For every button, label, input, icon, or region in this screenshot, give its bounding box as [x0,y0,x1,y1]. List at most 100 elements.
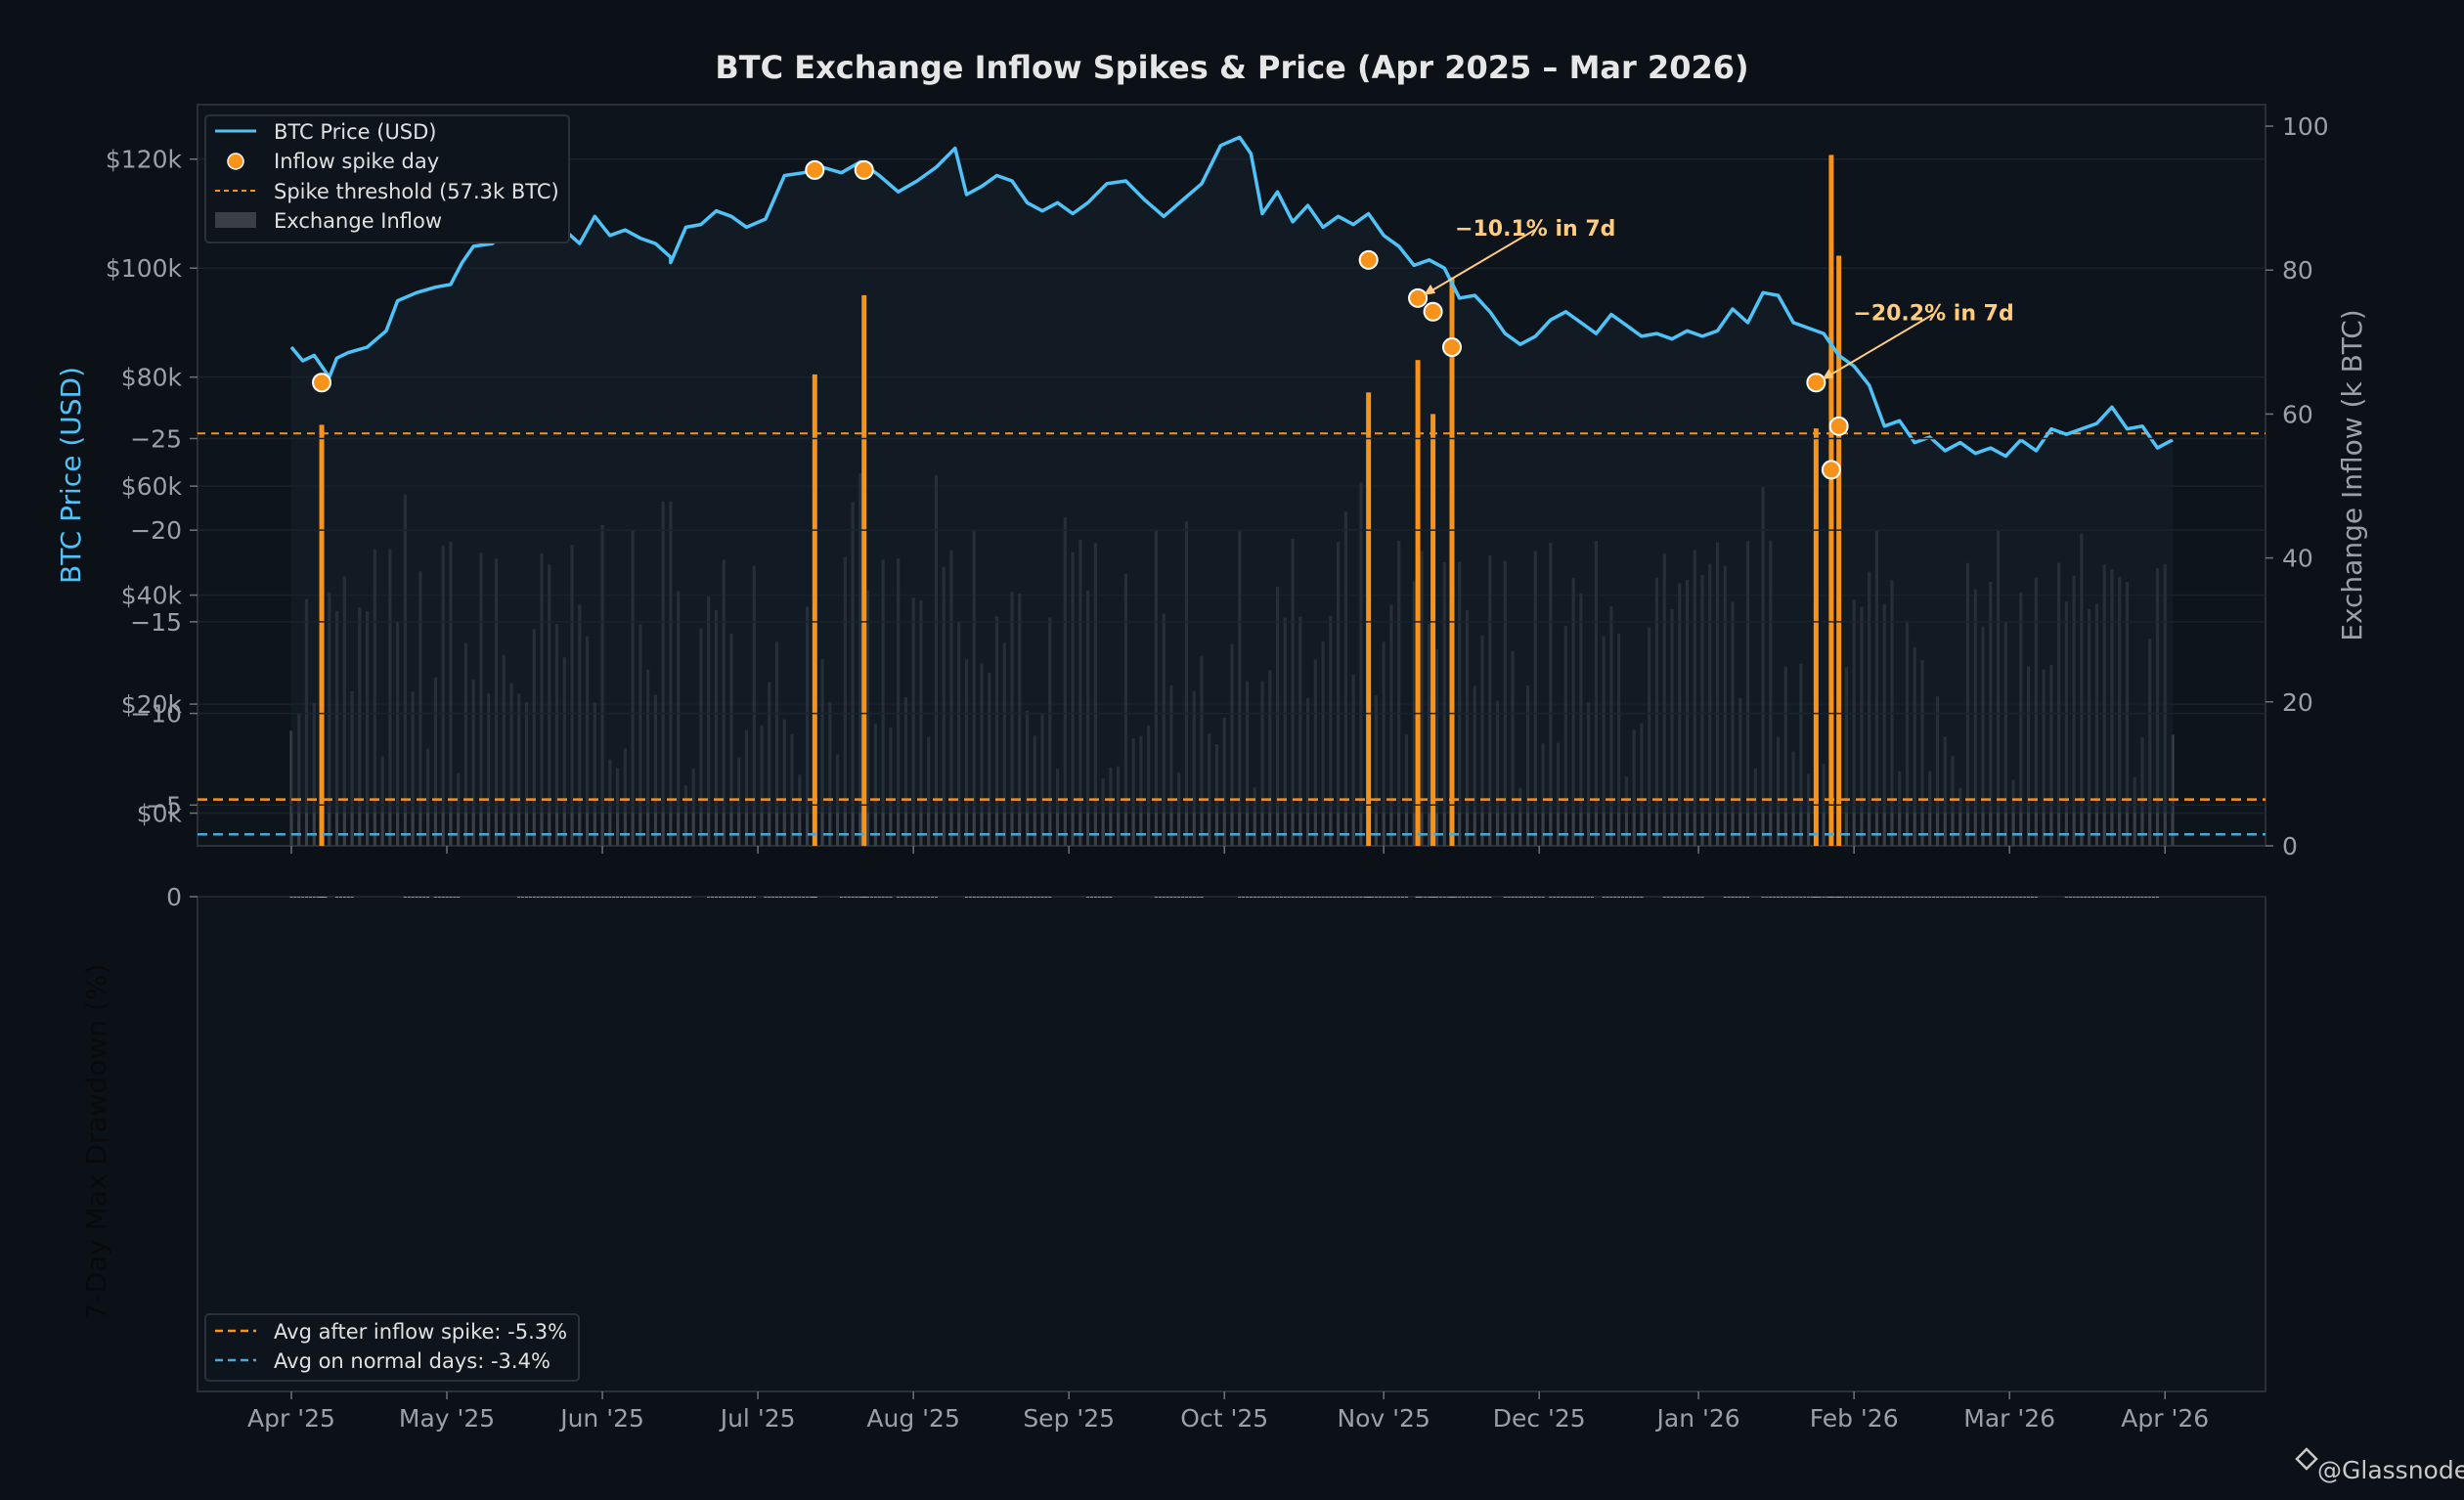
drawdown-bar [623,897,627,898]
drawdown-bar [809,897,814,898]
drawdown-bar [558,897,563,898]
drawdown-bar [457,897,461,898]
drawdown-bar [1347,897,1351,898]
drawdown-bar [1238,897,1242,898]
legend-avg-normal-label: Avg on normal days: -3.4% [274,1349,550,1373]
drawdown-bar [1996,897,2001,898]
annotation-label: −10.1% in 7d [1455,217,1615,242]
drawdown-bar [1386,897,1389,898]
drawdown-bar [1029,897,1034,898]
drawdown-bar [964,897,969,898]
drawdown-bar [1670,897,1674,898]
drawdown-bar [707,897,711,898]
drawdown-bar [1428,897,1431,898]
drawdown-bar [1613,897,1617,898]
drawdown-bar [1169,897,1173,898]
drawdown-bar [1242,897,1246,898]
drawdown-bar [2030,897,2035,898]
drawdown-bar [1833,897,1837,898]
spike-marker [1828,416,1849,436]
drawdown-bar [1882,897,1886,898]
drawdown-bar [1321,897,1325,898]
drawdown-bar [710,897,715,898]
drawdown-bar [585,897,590,898]
drawdown-bar [1305,897,1310,898]
drawdown-bar [729,897,733,898]
drawdown-bar [2152,897,2156,898]
x-tick-label: Feb '26 [1810,1404,1899,1433]
price-legend-frame [204,114,570,243]
drawdown-bar [1955,897,1958,898]
drawdown-bar [334,897,339,898]
drawdown-bar [1727,897,1731,898]
drawdown-bar [1874,897,1879,898]
drawdown-spike-bar [1449,897,1455,898]
drawdown-bar [843,897,847,898]
drawdown-bar [1036,897,1040,898]
drawdown-bar [1337,897,1341,898]
drawdown-bar [521,897,525,898]
drawdown-bar [418,897,422,898]
drawdown-tick-label: −25 [130,424,182,453]
drawdown-bar [881,897,885,898]
inflow-y-axis: 0 20 40 60 80 100 [2266,112,2329,860]
drawdown-bar [1002,897,1006,898]
drawdown-bar [646,897,650,898]
drawdown-bar [1329,897,1333,898]
drawdown-bar [1200,897,1204,898]
drawdown-bar [657,897,661,898]
drawdown-bar [991,897,995,898]
drawdown-bar [1571,897,1575,898]
drawdown-bar [619,897,624,898]
drawdown-bar [2019,897,2023,898]
drawdown-bar [342,897,346,898]
drawdown-bar [301,897,305,898]
drawdown-bar [980,897,984,898]
drawdown-bar [289,897,293,898]
drawdown-bar [1446,897,1450,898]
drawdown-bar [2125,897,2130,898]
drawdown-bar [2129,897,2133,898]
drawdown-bar [1977,897,1981,898]
drawdown-bar [1162,897,1166,898]
spike-inflow-bar [1415,360,1421,846]
drawdown-bar [798,897,802,898]
drawdown-bar [631,897,635,898]
price-panel: −10.1% in 7d −20.2% in 7d $0k $20k $40k $60k… [55,104,2368,860]
drawdown-bar [1393,897,1397,898]
drawdown-bar [1969,897,1974,898]
drawdown-bar [1101,897,1105,898]
drawdown-bar [1856,897,1860,898]
drawdown-bar [1803,897,1807,898]
drawdown-bar [1374,897,1379,898]
price-area [291,137,2173,814]
drawdown-bar [2003,897,2007,898]
drawdown-bar [1776,897,1781,898]
drawdown-bar [297,897,301,898]
drawdown-bar [1476,897,1480,898]
drawdown-bar [1579,897,1583,898]
drawdown-bar [866,897,870,898]
drawdown-bar [324,897,328,898]
drawdown-bar [1553,897,1557,898]
drawdown-bar [1860,897,1864,898]
drawdown-bar [1799,897,1803,898]
drawdown-bar [1563,897,1567,898]
drawdown-bar [1864,897,1868,898]
drawdown-bar [718,897,722,898]
drawdown-bar [2144,897,2148,898]
price-tick-label: $80k [121,364,183,392]
drawdown-bar [877,897,881,898]
spike-markers [312,159,1849,480]
drawdown-bar [407,897,411,898]
x-tick-label: Jul '25 [719,1404,796,1433]
drawdown-bar [1920,897,1924,898]
drawdown-bar [1723,897,1727,898]
inflow-bar [1518,787,1522,846]
spike-marker [805,159,825,180]
spike-marker [1441,337,1462,358]
drawdown-bar [851,897,855,898]
drawdown-bar [786,897,790,898]
drawdown-tick-label: −10 [130,700,182,728]
